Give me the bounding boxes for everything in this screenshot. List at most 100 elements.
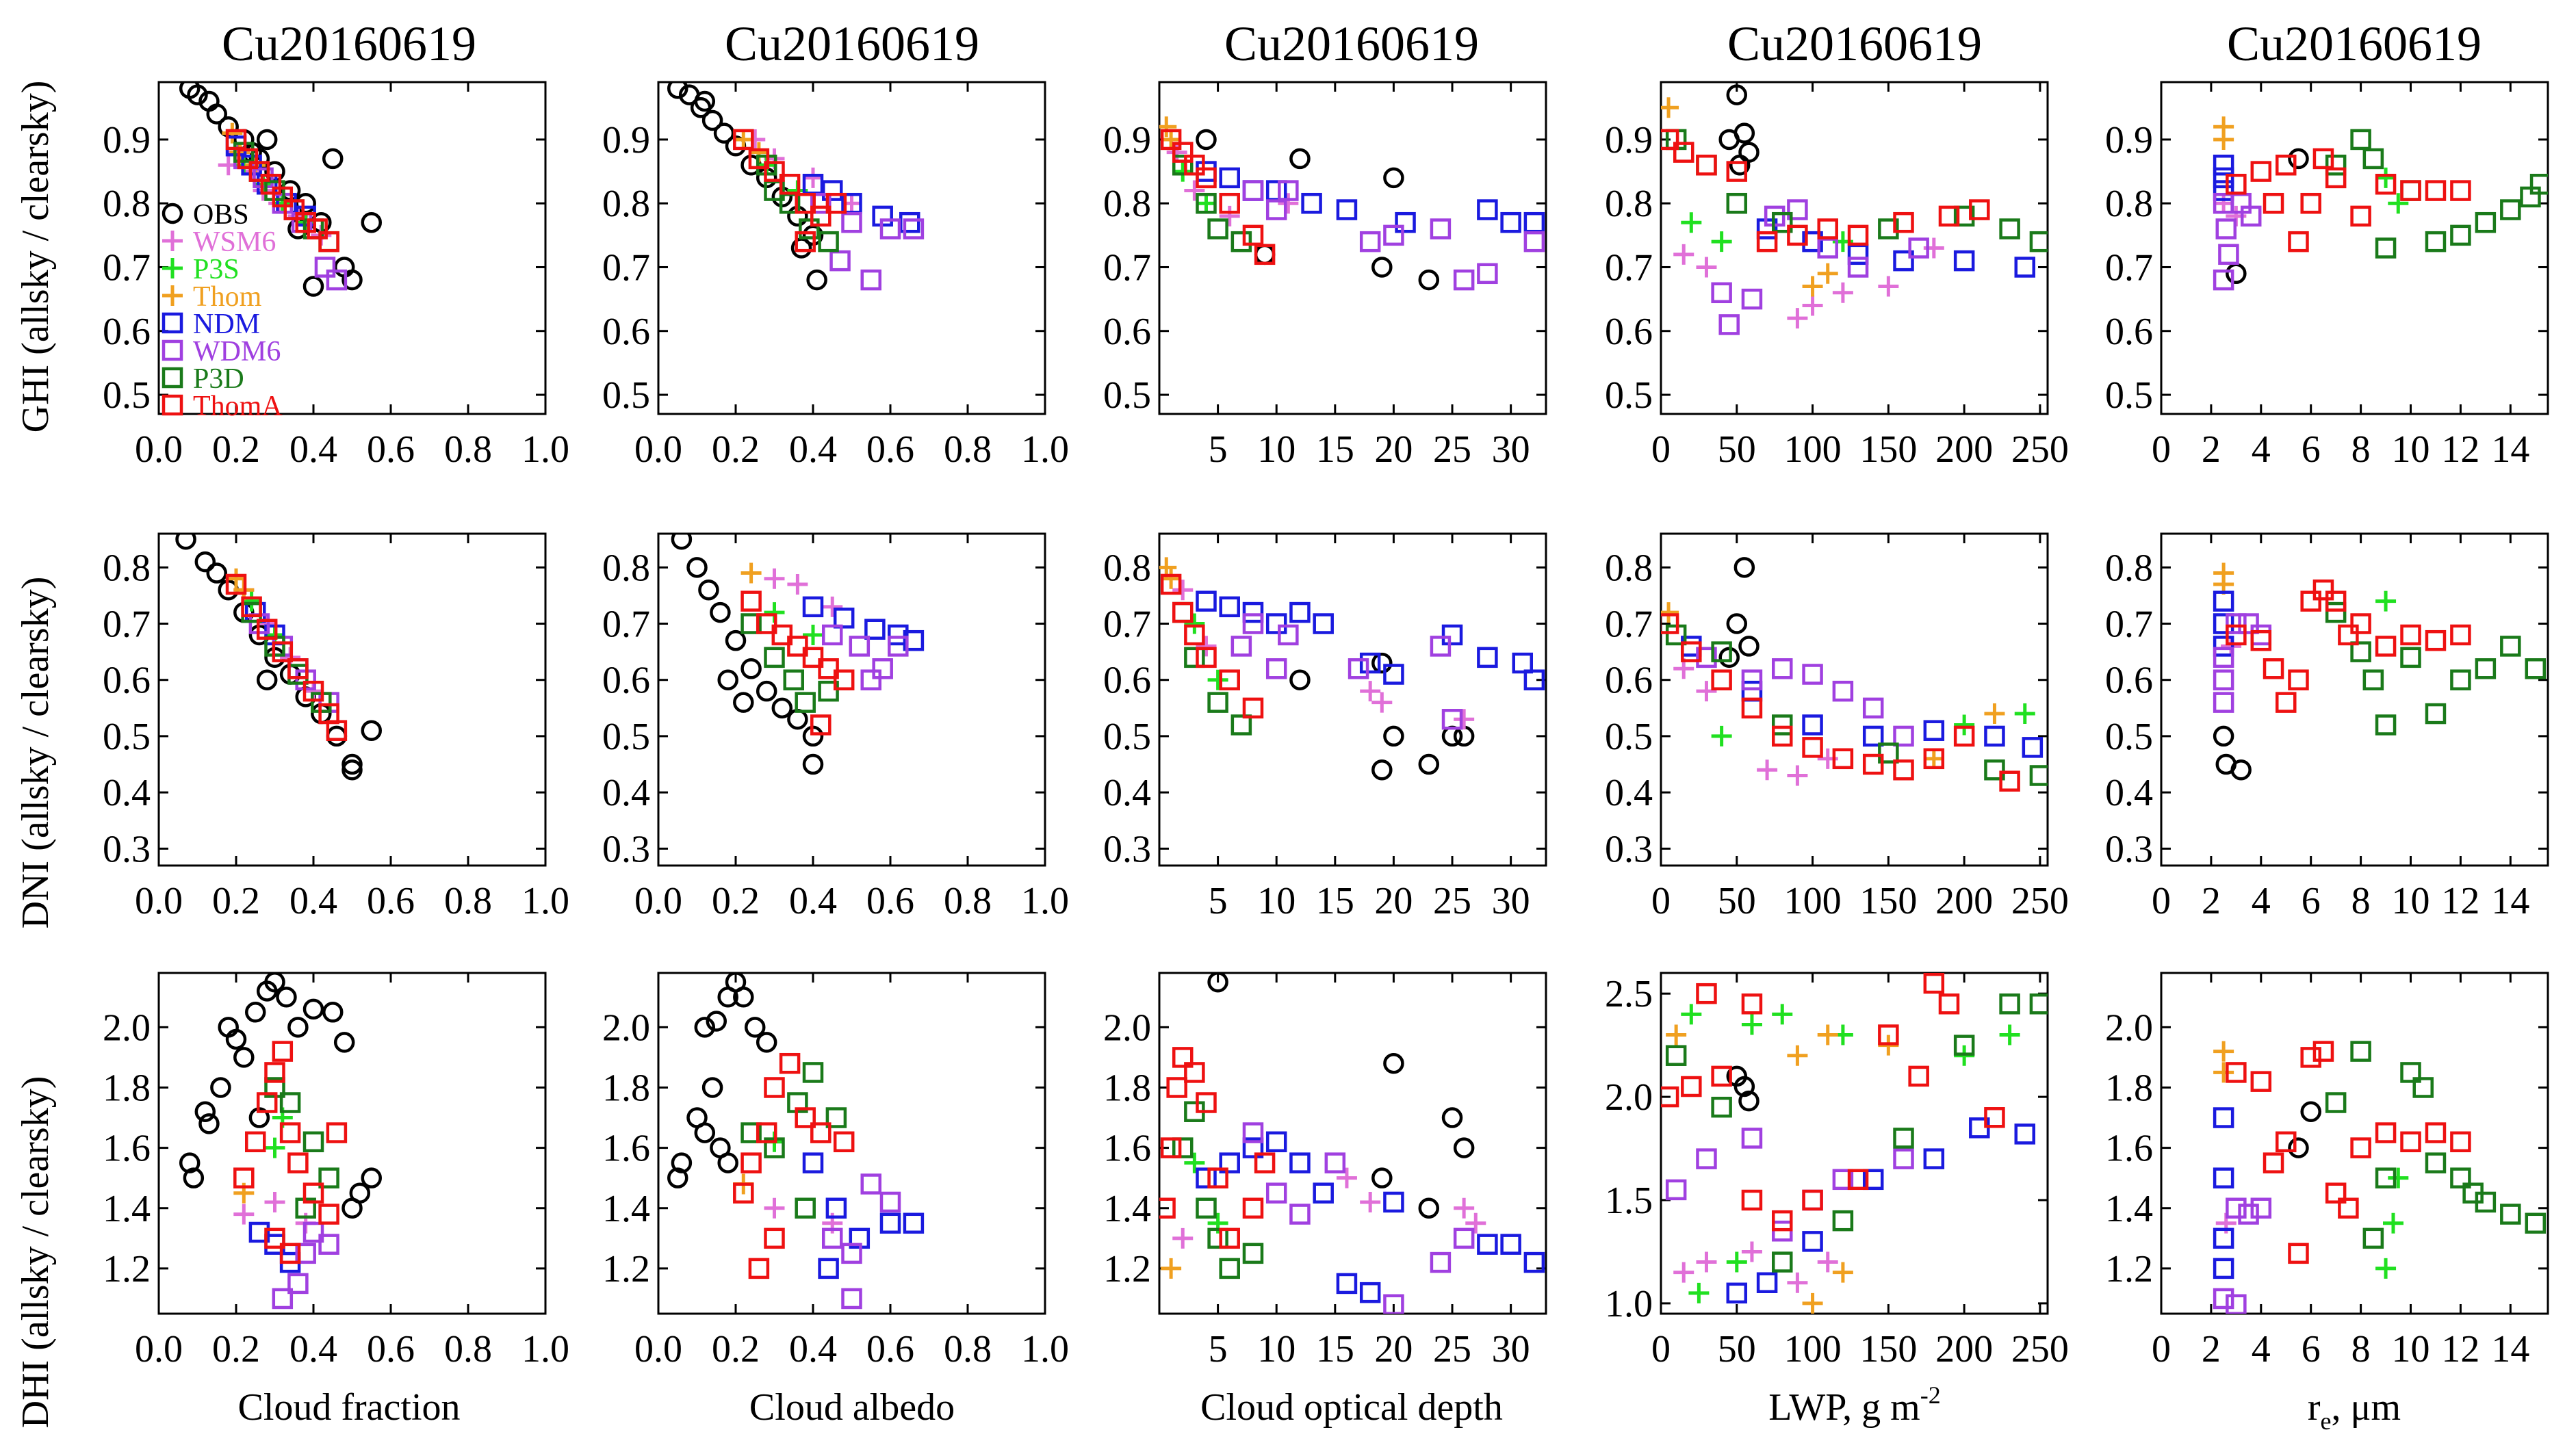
- point-ndm: [1301, 192, 1322, 214]
- x-tick-label: 0.4: [289, 1328, 337, 1370]
- point-wdm6: [860, 269, 881, 291]
- plot-frame: [1660, 972, 2049, 1315]
- point-wdm6: [314, 257, 336, 278]
- x-tick-label: 0.4: [289, 428, 337, 471]
- plot-frame: [2160, 81, 2549, 415]
- point-wsm6: [1278, 193, 1299, 214]
- point-wsm6: [2213, 193, 2234, 214]
- point-p3d: [802, 1062, 824, 1083]
- x-tick-label: 25: [1433, 1328, 1471, 1370]
- plot-area: [2213, 562, 2547, 781]
- point-obs: [264, 973, 285, 993]
- point-wdm6: [1477, 263, 1498, 285]
- point-wsm6: [1465, 1212, 1486, 1234]
- x-tick-label: 0.2: [712, 428, 760, 471]
- x-tick-label: 100: [1784, 428, 1842, 471]
- plot-frame: [157, 972, 547, 1315]
- point-p3d: [1207, 218, 1228, 239]
- point-wsm6: [1741, 1241, 1762, 1262]
- point-thoma: [2325, 167, 2347, 189]
- point-obs: [2288, 1137, 2309, 1158]
- point-wdm6: [829, 250, 851, 272]
- plot-area: [671, 534, 925, 775]
- plot-frame: [1158, 532, 1547, 867]
- x-tick-label: 25: [1433, 428, 1471, 471]
- point-p3d: [1184, 647, 1205, 668]
- point-p3s: [1772, 1004, 1793, 1025]
- x-tick-label: 0: [2152, 1328, 2171, 1370]
- y-tick-label: 0.6: [1103, 660, 1151, 702]
- x-tick-label: 10: [1257, 880, 1296, 922]
- y-tick-label: 0.6: [2105, 311, 2153, 353]
- x-tick-label: 8: [2351, 1328, 2371, 1370]
- y-tick-label: 0.5: [103, 716, 151, 758]
- point-thoma: [1953, 725, 1975, 747]
- series-wdm6: [2213, 613, 2272, 713]
- y-tick-label: 1.8: [103, 1067, 151, 1109]
- point-thom: [1159, 116, 1177, 138]
- point-wdm6: [2213, 1288, 2234, 1310]
- point-thoma: [2350, 1137, 2371, 1158]
- point-p3d: [1207, 1227, 1228, 1249]
- point-p3d: [2375, 714, 2397, 736]
- point-p3s: [2383, 1212, 2403, 1234]
- series-thoma: [1661, 613, 2020, 792]
- point-ndm: [1756, 1272, 1778, 1293]
- point-thoma: [748, 148, 770, 170]
- y-tick-label: 0.5: [1605, 716, 1653, 758]
- x-tick-label: 0.4: [789, 428, 837, 471]
- legend-marker-shape: [162, 367, 183, 389]
- point-ndm: [2213, 1107, 2234, 1128]
- y-tick-label: 0.5: [2105, 716, 2153, 758]
- x-tick-label: 50: [1718, 880, 1756, 922]
- point-wsm6: [1673, 244, 1694, 265]
- point-thoma: [1219, 669, 1240, 690]
- y-tick-label: 2.0: [2105, 1006, 2153, 1049]
- point-ndm: [248, 1221, 270, 1243]
- x-tick-label: 250: [2011, 428, 2069, 471]
- point-obs: [694, 1122, 716, 1143]
- x-tick-label: 0.6: [367, 880, 415, 922]
- panel-r1-c4: 0 50 100 150 200 250 0.5 0.6 0.7 0.8 0.9: [1605, 81, 2069, 471]
- point-ndm: [1242, 601, 1264, 623]
- point-thoma: [1938, 993, 1960, 1015]
- point-wdm6: [879, 1191, 901, 1213]
- point-ndm: [1862, 725, 1884, 747]
- point-obs: [341, 269, 363, 291]
- point-ndm: [1383, 664, 1404, 685]
- column-title: Cu20160619: [1224, 16, 1479, 71]
- y-tick-label: 0.7: [1103, 603, 1151, 646]
- point-obs: [322, 1002, 344, 1023]
- point-thoma: [1661, 1086, 1679, 1108]
- point-p3d: [2400, 1062, 2421, 1083]
- point-thoma: [1893, 211, 1914, 233]
- point-ndm: [2213, 1227, 2234, 1249]
- point-thom: [2213, 129, 2234, 150]
- point-ndm: [1242, 1137, 1264, 1158]
- y-tick-label: 0.3: [2105, 828, 2153, 870]
- series-wdm6: [272, 1221, 339, 1310]
- point-p3s: [803, 624, 823, 645]
- x-label-re-sub: e: [2321, 1407, 2332, 1435]
- point-obs: [1371, 759, 1393, 781]
- point-wdm6: [1383, 224, 1404, 246]
- y-tick-label: 1.8: [1103, 1067, 1151, 1109]
- x-tick-label: 25: [1433, 880, 1471, 922]
- point-thoma: [272, 1041, 294, 1062]
- point-wdm6: [1383, 1294, 1404, 1314]
- y-tick-label: 0.5: [2105, 374, 2153, 417]
- point-thoma: [2425, 629, 2447, 651]
- point-wdm6: [1453, 269, 1475, 291]
- y-tick-label: 1.2: [103, 1248, 151, 1290]
- point-ndm: [1219, 596, 1240, 618]
- point-thoma: [1160, 129, 1182, 151]
- y-tick-label: 0.7: [103, 246, 151, 289]
- point-obs: [1418, 1197, 1440, 1219]
- point-thom: [733, 129, 754, 150]
- point-thoma: [733, 129, 754, 151]
- y-tick-label: 0.6: [1103, 311, 1151, 353]
- point-p3d: [2362, 148, 2384, 170]
- point-wdm6: [822, 1227, 843, 1249]
- legend-entry-wdm6: WDM6: [162, 336, 281, 367]
